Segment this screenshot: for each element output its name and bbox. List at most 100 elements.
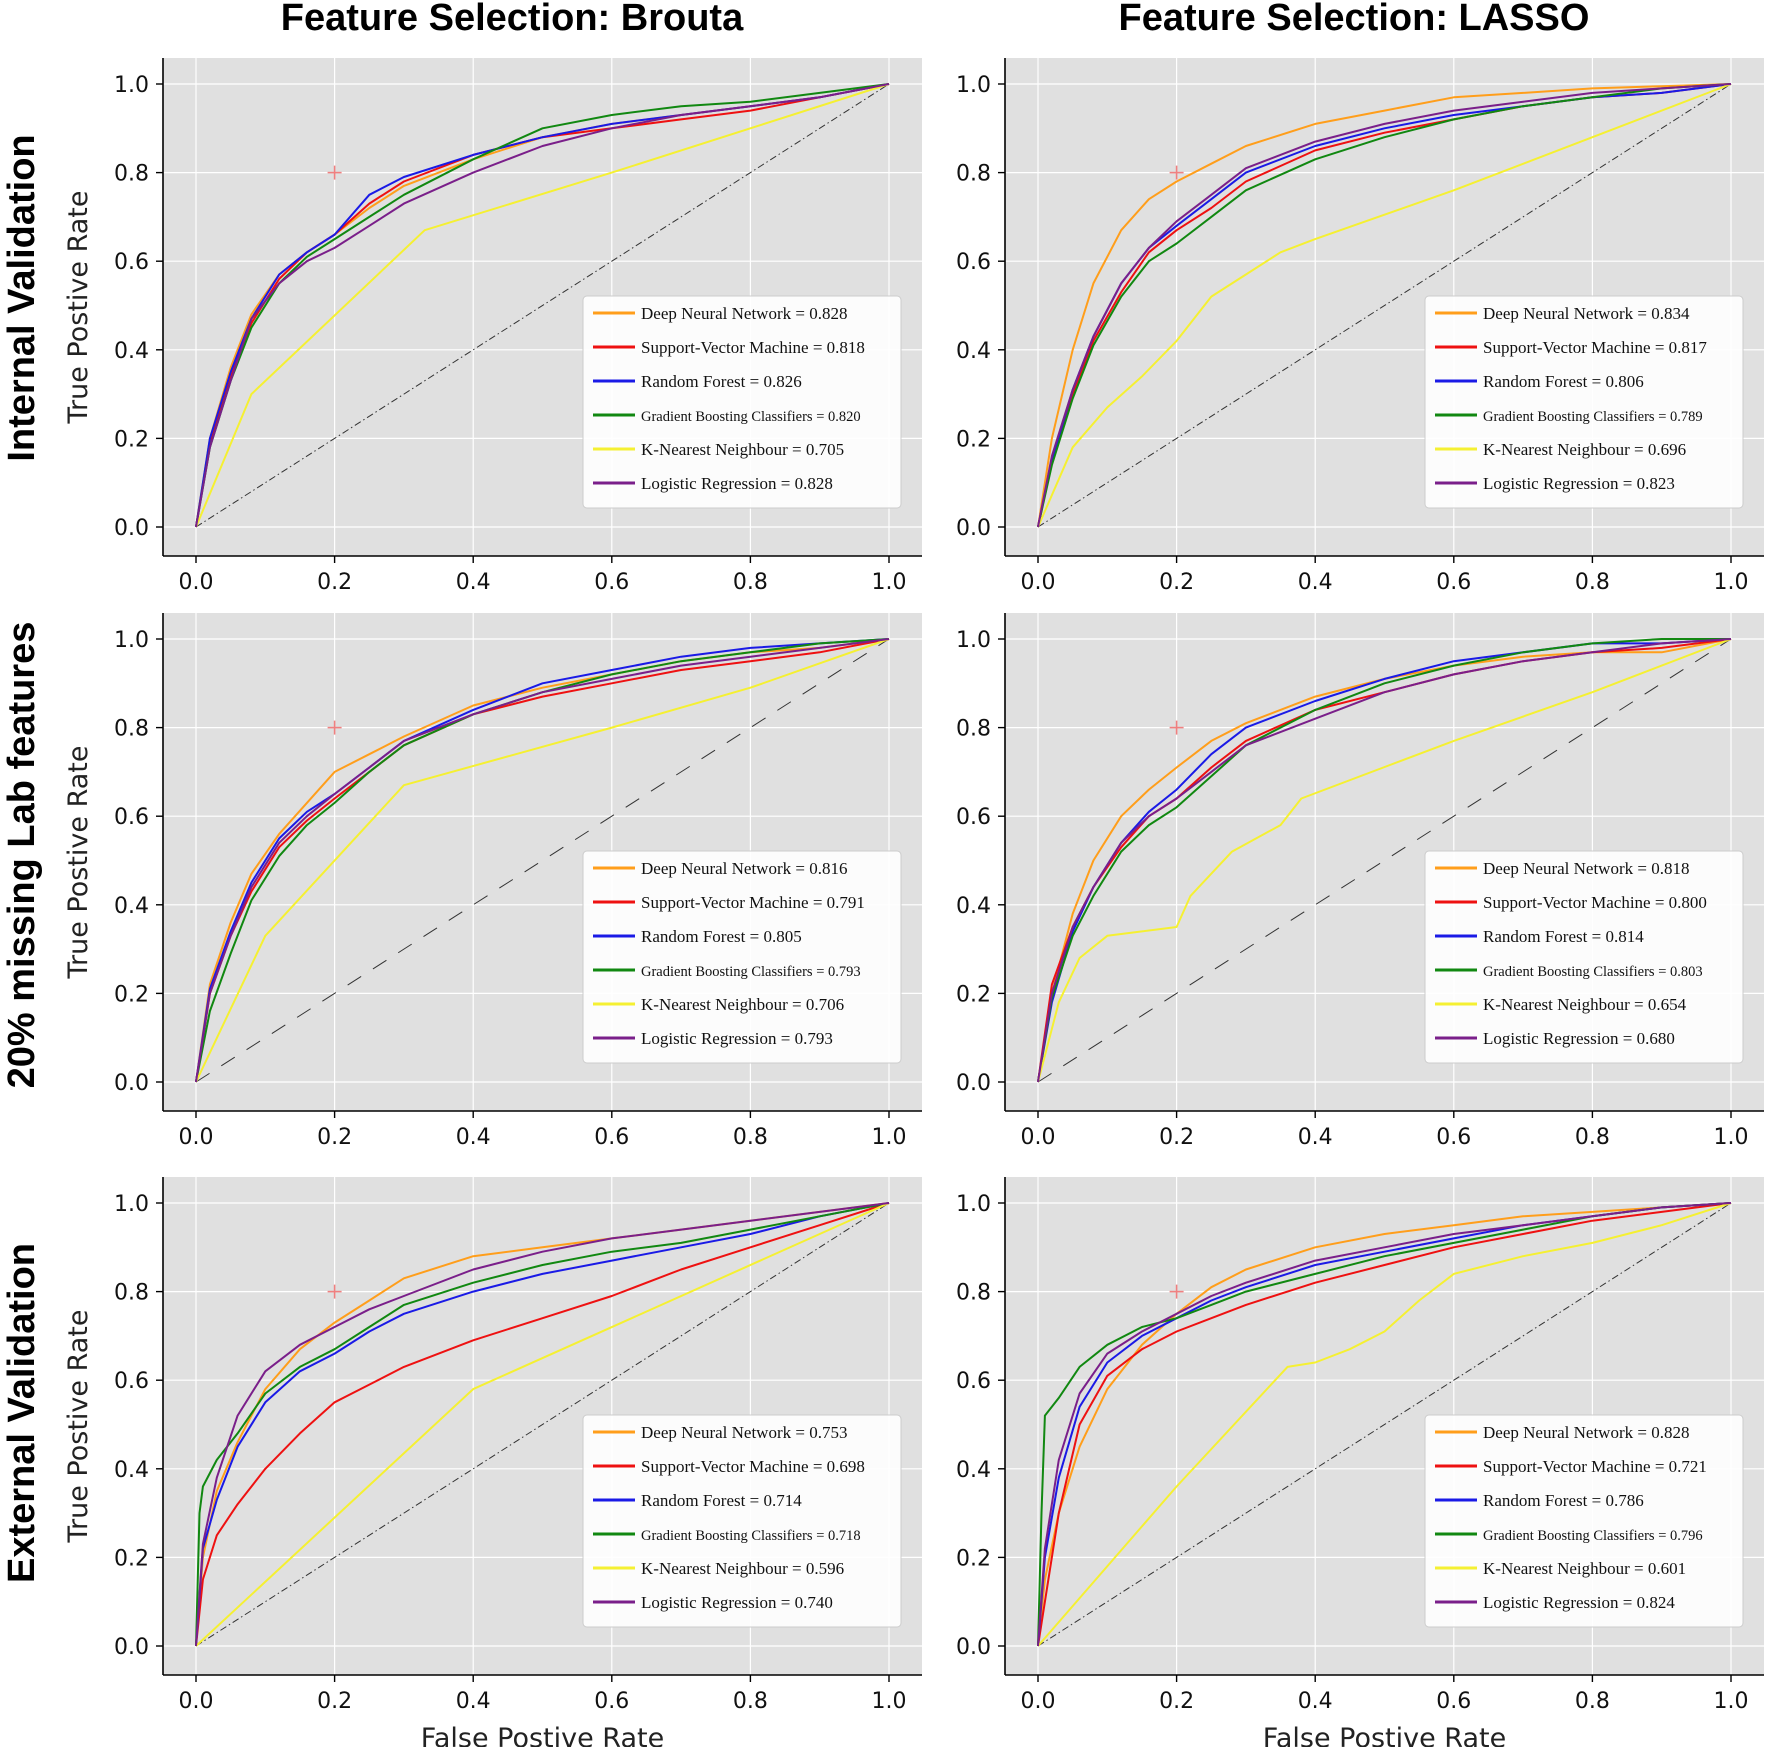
reference-point-marker (327, 165, 342, 180)
legend: Deep Neural Network = 0.753 Support-Vecto… (582, 1414, 902, 1628)
legend-label: Support-Vector Machine = 0.818 (641, 338, 865, 357)
y-tick-label: 1.0 (956, 628, 991, 653)
legend: Deep Neural Network = 0.828 Support-Vecto… (582, 295, 902, 509)
y-tick-label: 0.6 (114, 250, 149, 275)
x-tick-label: 0.6 (594, 570, 629, 595)
y-tick-label: 0.8 (956, 162, 991, 187)
y-tick-label: 0.2 (114, 982, 149, 1007)
legend-label: Gradient Boosting Classifiers = 0.789 (1483, 409, 1703, 425)
y-tick-label: 0.6 (114, 805, 149, 830)
roc-curve-logistic-regression (1037, 83, 1732, 528)
legend-label: Support-Vector Machine = 0.721 (1483, 1457, 1707, 1476)
roc-curve-k-nearest-neighbour (195, 83, 890, 528)
y-tick-label: 0.0 (956, 516, 991, 541)
reference-point-marker (1169, 720, 1184, 735)
diagonal-reference-line (1037, 83, 1732, 528)
roc-curve-logistic-regression (195, 638, 890, 1083)
legend-label: Support-Vector Machine = 0.800 (1483, 893, 1707, 912)
roc-curve-deep-neural-network (1037, 638, 1732, 1083)
column-title-lasso: Feature Selection: LASSO (1119, 0, 1590, 39)
legend-label: K-Nearest Neighbour = 0.706 (641, 995, 844, 1014)
legend-label: K-Nearest Neighbour = 0.696 (1483, 440, 1686, 459)
y-tick-label: 1.0 (114, 1192, 149, 1217)
y-tick-label: 0.6 (114, 1369, 149, 1394)
legend-label: Random Forest = 0.786 (1483, 1491, 1644, 1510)
legend-label: Logistic Regression = 0.680 (1483, 1029, 1675, 1048)
y-tick-label: 0.8 (114, 162, 149, 187)
roc-panel-r0-c0: 0.0 0.0 0.2 0.2 0.4 0.4 0.6 0.6 0.8 0.8 1.0 1.0 Deep… (63, 58, 922, 595)
legend-label: Deep Neural Network = 0.828 (641, 304, 847, 323)
roc-curve-gradient-boosting-classifiers (1037, 83, 1732, 528)
y-tick-label: 0.8 (956, 717, 991, 742)
y-tick-label: 0.2 (114, 427, 149, 452)
x-tick-label: 0.0 (1021, 570, 1056, 595)
x-tick-label: 0.8 (733, 570, 768, 595)
reference-point-marker (327, 1284, 342, 1299)
diagonal-reference-line (1037, 1202, 1732, 1647)
y-tick-label: 0.6 (956, 805, 991, 830)
reference-point-marker (1169, 165, 1184, 180)
reference-point-marker (327, 720, 342, 735)
y-tick-label: 0.8 (114, 1281, 149, 1306)
legend: Deep Neural Network = 0.834 Support-Vecto… (1424, 295, 1744, 509)
legend-box (582, 850, 902, 1064)
roc-curve-logistic-regression (195, 83, 890, 528)
x-tick-label: 0.2 (317, 1125, 352, 1150)
roc-curve-gradient-boosting-classifiers (195, 1202, 890, 1647)
legend-label: Deep Neural Network = 0.834 (1483, 304, 1690, 323)
y-tick-label: 0.2 (956, 1546, 991, 1571)
legend-label: Logistic Regression = 0.824 (1483, 1593, 1675, 1612)
legend-label: Gradient Boosting Classifiers = 0.793 (641, 964, 861, 980)
x-tick-label: 0.0 (179, 1689, 214, 1714)
legend-label: K-Nearest Neighbour = 0.601 (1483, 1559, 1686, 1578)
x-tick-label: 0.4 (1298, 570, 1333, 595)
legend-label: Gradient Boosting Classifiers = 0.718 (641, 1528, 861, 1544)
x-tick-label: 1.0 (1714, 1125, 1749, 1150)
legend-label: Deep Neural Network = 0.753 (641, 1423, 847, 1442)
row-title-external-validation: External Validation (1, 1243, 43, 1583)
y-tick-label: 1.0 (114, 73, 149, 98)
roc-curve-k-nearest-neighbour (1037, 1202, 1732, 1647)
legend-label: Support-Vector Machine = 0.791 (641, 893, 865, 912)
y-axis-label: True Postive Rate (63, 745, 94, 979)
roc-curve-logistic-regression (195, 1202, 890, 1647)
roc-curve-gradient-boosting-classifiers (195, 638, 890, 1083)
roc-curve-support-vector-machine (1037, 1202, 1732, 1647)
y-tick-label: 0.4 (956, 894, 991, 919)
legend-label: K-Nearest Neighbour = 0.596 (641, 1559, 844, 1578)
legend-label: Gradient Boosting Classifiers = 0.803 (1483, 964, 1703, 980)
x-tick-label: 0.0 (179, 570, 214, 595)
roc-curve-support-vector-machine (195, 1202, 890, 1647)
y-tick-label: 1.0 (956, 73, 991, 98)
y-tick-label: 1.0 (956, 1192, 991, 1217)
x-tick-label: 1.0 (872, 1689, 907, 1714)
x-tick-label: 0.2 (1159, 570, 1194, 595)
x-tick-label: 0.2 (1159, 1689, 1194, 1714)
y-tick-label: 0.0 (114, 1635, 149, 1660)
x-tick-label: 0.4 (1298, 1125, 1333, 1150)
legend: Deep Neural Network = 0.818 Support-Vecto… (1424, 850, 1744, 1064)
y-tick-label: 0.4 (114, 894, 149, 919)
legend-label: Deep Neural Network = 0.816 (641, 859, 847, 878)
roc-panel-r1-c0: 0.0 0.0 0.2 0.2 0.4 0.4 0.6 0.6 0.8 0.8 1.0 1.0 Deep… (63, 613, 922, 1150)
roc-curve-deep-neural-network (1037, 83, 1732, 528)
diagonal-reference-line (195, 83, 890, 528)
reference-point-marker (1169, 1284, 1184, 1299)
legend: Deep Neural Network = 0.828 Support-Vecto… (1424, 1414, 1744, 1628)
roc-curve-k-nearest-neighbour (1037, 83, 1732, 528)
y-tick-label: 0.4 (114, 339, 149, 364)
roc-curve-deep-neural-network (1037, 1202, 1732, 1647)
x-axis-label: False Postive Rate (421, 1723, 664, 1747)
y-tick-label: 0.0 (114, 1071, 149, 1096)
y-tick-label: 0.4 (956, 1458, 991, 1483)
x-tick-label: 0.8 (1575, 1689, 1610, 1714)
legend-box (1424, 295, 1744, 509)
y-axis-label: True Postive Rate (63, 1309, 94, 1543)
x-tick-label: 0.4 (456, 1125, 491, 1150)
legend-label: Deep Neural Network = 0.828 (1483, 1423, 1689, 1442)
x-tick-label: 0.6 (1436, 1125, 1471, 1150)
roc-panel-r0-c1: 0.0 0.0 0.2 0.2 0.4 0.4 0.6 0.6 0.8 0.8 1.0 1.0 Deep… (956, 58, 1764, 595)
column-title-brouta: Feature Selection: Brouta (281, 0, 744, 39)
roc-curve-k-nearest-neighbour (195, 638, 890, 1083)
